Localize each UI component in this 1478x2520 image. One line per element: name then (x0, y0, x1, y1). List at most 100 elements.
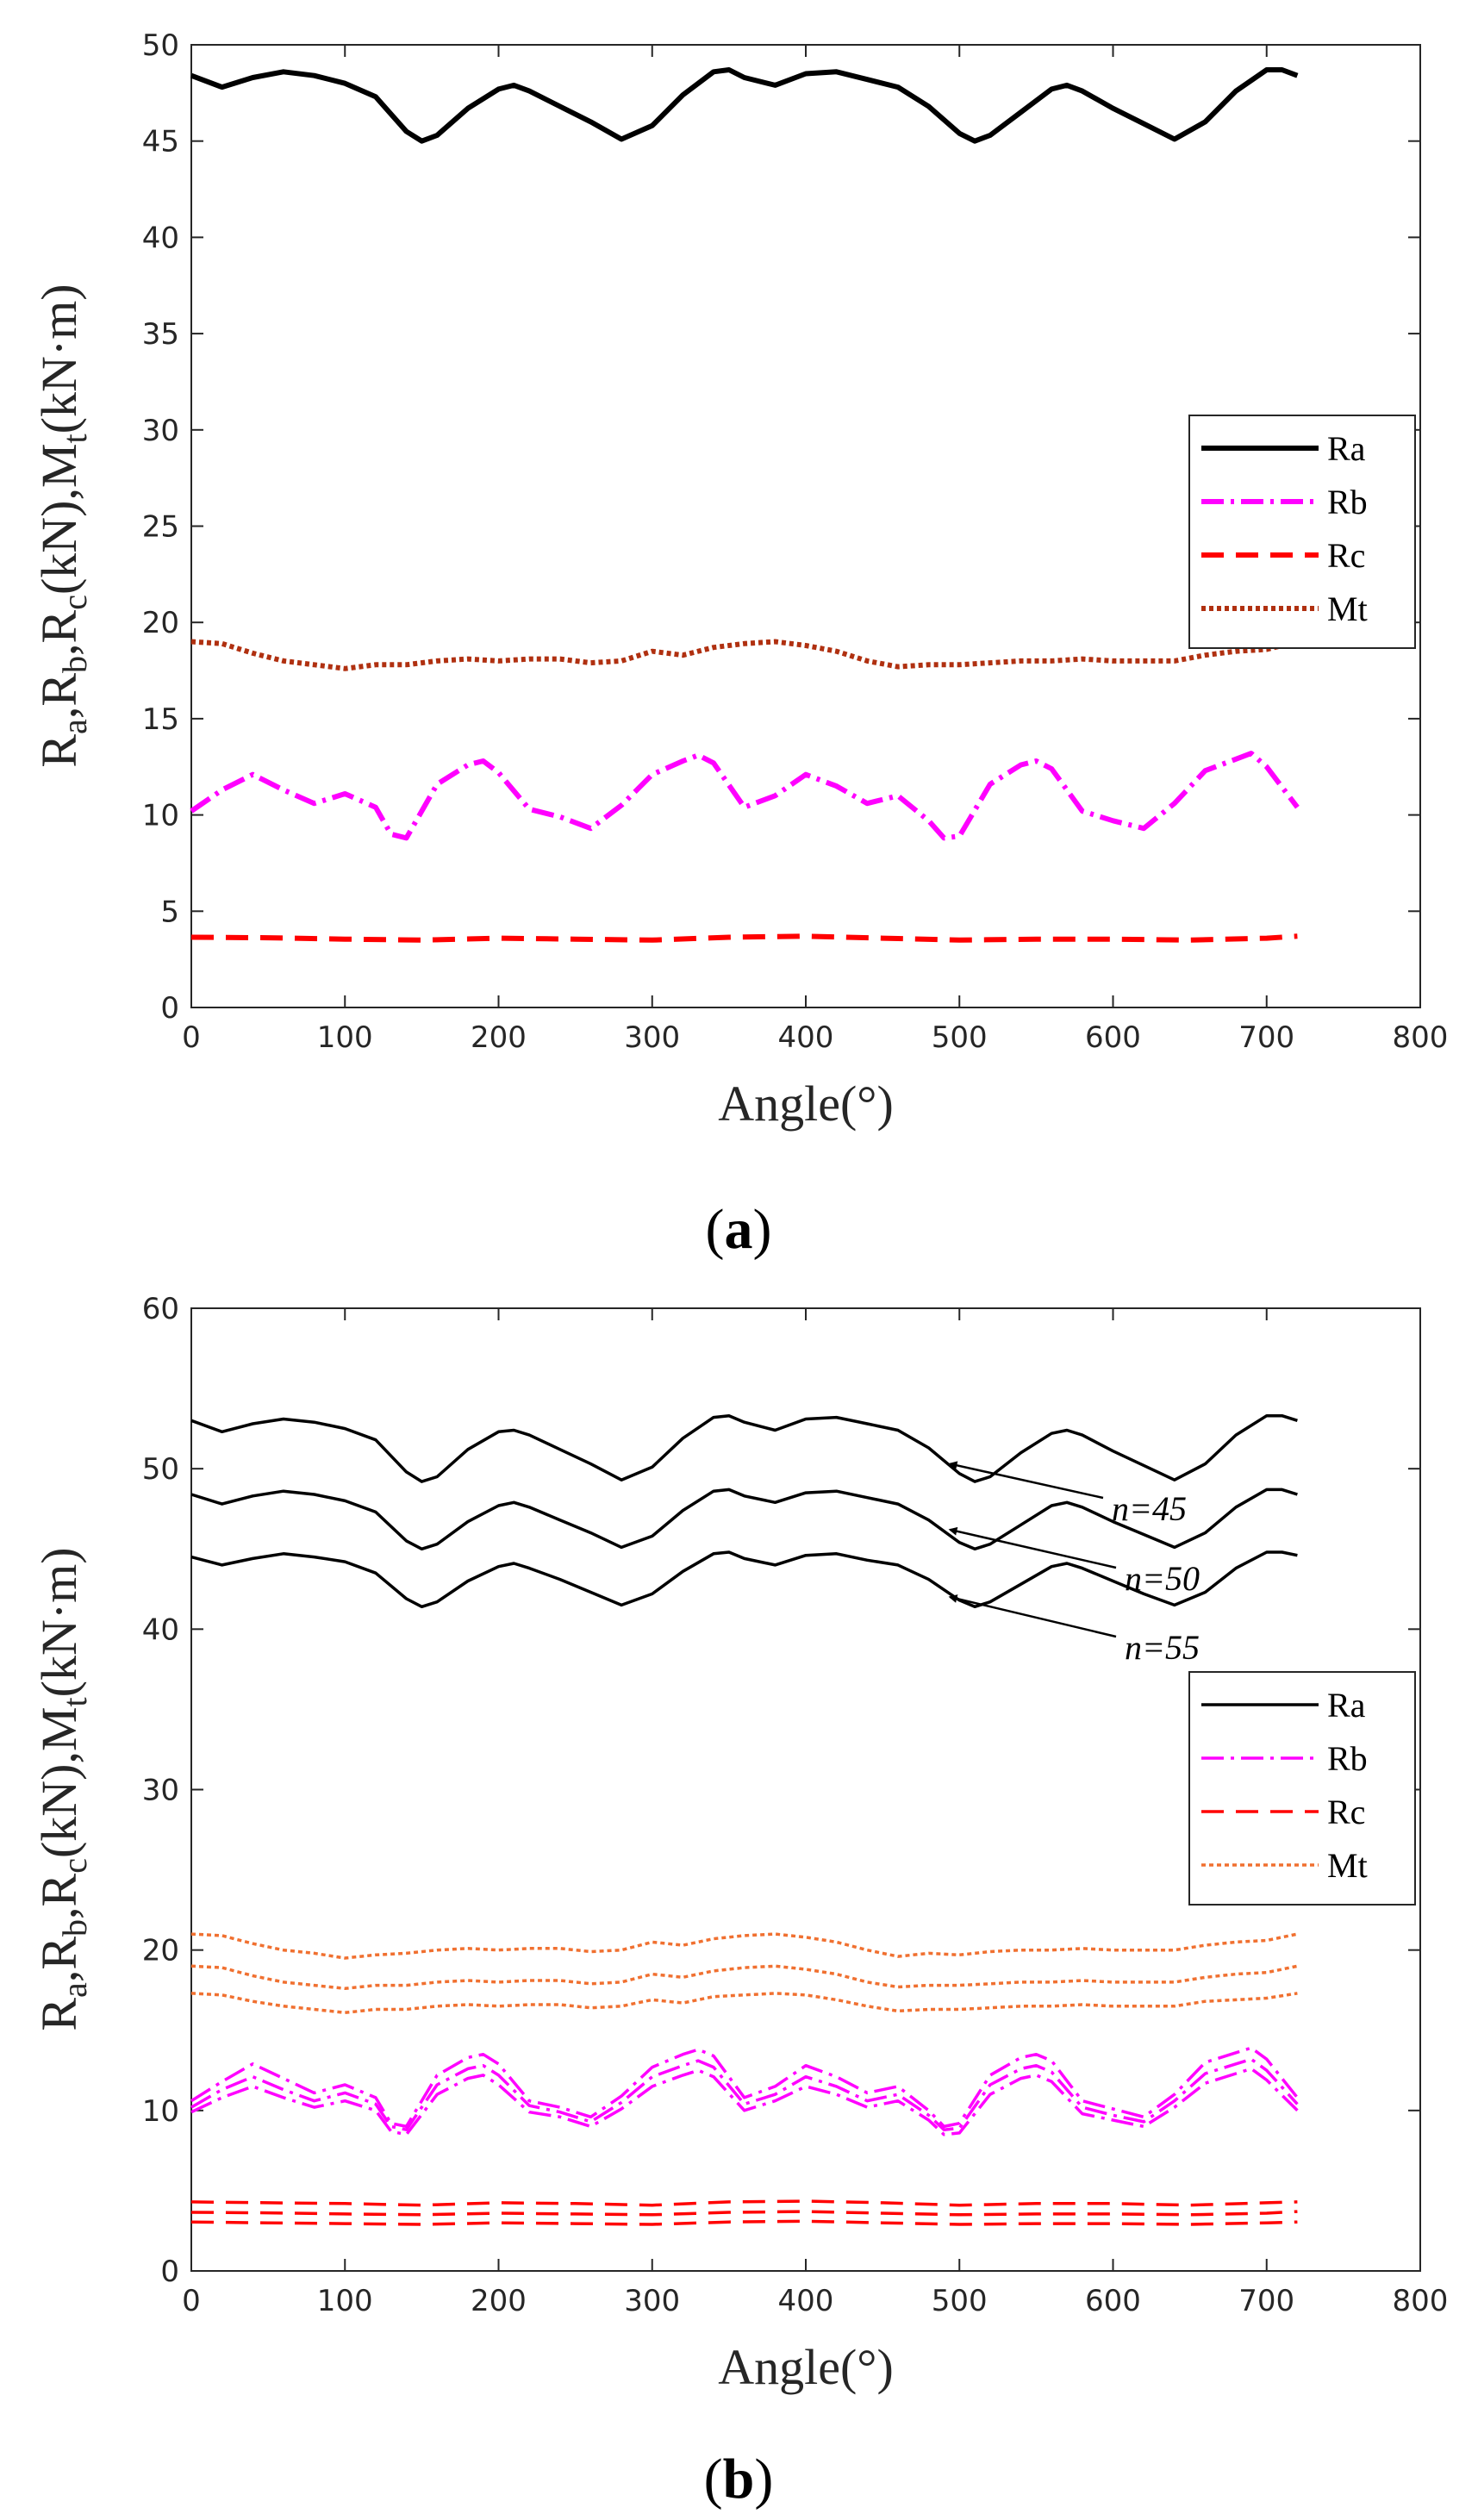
panel-b-caption: (b) (704, 2448, 774, 2511)
series-line-mt (190, 639, 1299, 671)
legend-label-rb: Rb (1327, 483, 1368, 521)
series-line-rb-n45 (190, 2046, 1299, 2129)
x-tick-label: 800 (1393, 2284, 1449, 2318)
x-tick-label: 300 (624, 2284, 680, 2318)
series-line-rc-n50 (190, 2210, 1298, 2217)
y-label-sep: (kN·m) (31, 284, 87, 434)
x-tick-label: 300 (624, 1020, 680, 1055)
y-label-sep: , (31, 707, 87, 720)
panel-a-caption-letter: a (725, 1198, 753, 1261)
panel-a-ylabel: Ra,Rb,Rc(kN),Mt(kN·m) (31, 284, 94, 767)
series-line-rc-n45 (190, 2199, 1298, 2207)
panel-a-caption: (a) (706, 1198, 772, 1261)
y-label-sep: (kN), (31, 1751, 87, 1858)
y-tick-label: 60 (142, 1292, 179, 1326)
x-tick-label: 600 (1085, 2284, 1141, 2318)
legend-label-rb: Rb (1327, 1739, 1368, 1778)
x-tick-label: 400 (778, 1020, 834, 1055)
x-tick-label: 500 (932, 2284, 988, 2318)
panel-a-chart: 0 5 10 15 20 25 30 35 40 45 50 0 100 200 300 400 500 600… (31, 28, 1448, 1261)
series-line-ra (190, 67, 1299, 144)
legend-box (1188, 1671, 1416, 1906)
series-line-rb (190, 751, 1300, 841)
panel-b-annotations: n=45 n=50 n=55 (948, 1461, 1200, 1667)
y-label-sep: , (31, 1970, 87, 1983)
y-axis-label: Ra,Rb,Rc(kN),Mt(kN·m) (31, 284, 94, 767)
y-label-sub: t (55, 1697, 94, 1706)
y-tick-label: 45 (142, 125, 179, 159)
series-line-rb-n55 (190, 2067, 1299, 2136)
legend-label-mt: Mt (1327, 589, 1368, 628)
legend-label-mt: Mt (1327, 1846, 1368, 1885)
annotation-label: n=50 (1125, 1559, 1200, 1598)
y-label-part: R (31, 734, 87, 768)
y-label-part: R (31, 1998, 87, 2031)
y-axis-label: Ra,Rb,Rc(kN),Mt(kN·m) (31, 1547, 94, 2030)
y-tick-label: 35 (142, 317, 179, 352)
y-tick-label: 0 (160, 991, 179, 1026)
x-tick-label: 400 (778, 2284, 834, 2318)
x-tick-label: 700 (1238, 2284, 1294, 2318)
annotation-arrow (948, 1594, 1117, 1638)
x-tick-label: 200 (471, 1020, 527, 1055)
y-tick-label: 20 (142, 606, 179, 640)
annotation-arrow (948, 1461, 1104, 1500)
x-tick-label: 600 (1085, 1020, 1141, 1055)
y-label-sub: c (55, 595, 94, 610)
legend-label-ra: Ra (1327, 429, 1366, 468)
y-tick-label: 20 (142, 1934, 179, 1968)
panel-b-caption-letter: b (723, 2448, 755, 2511)
series-line-mt-n45 (190, 1932, 1298, 1960)
y-tick-label: 40 (142, 221, 179, 255)
y-tick-label: 15 (142, 702, 179, 737)
series-line-ra-n55 (190, 1550, 1298, 1609)
y-tick-label: 10 (142, 799, 179, 833)
y-label-part: M (31, 1706, 87, 1751)
y-label-sep: , (31, 643, 87, 656)
annotation-label: n=45 (1112, 1489, 1187, 1528)
y-label-part: R (31, 609, 87, 643)
annotation-label: n=55 (1125, 1628, 1200, 1667)
y-tick-label: 0 (160, 2255, 179, 2289)
panel-a-series (190, 67, 1300, 943)
panel-b-legend: Ra Rb Rc Mt (1188, 1671, 1416, 1906)
x-tick-label: 700 (1238, 1020, 1294, 1055)
legend-label-rc: Rc (1327, 1793, 1365, 1831)
x-tick-label: 100 (317, 2284, 373, 2318)
y-tick-label: 30 (142, 1774, 179, 1808)
y-label-sep: (kN·m) (31, 1547, 87, 1697)
x-tick-label: 500 (932, 1020, 988, 1055)
annotation-arrow (948, 1526, 1117, 1569)
y-label-sub: t (55, 434, 94, 443)
y-label-sub: a (55, 719, 94, 734)
x-tick-label: 800 (1393, 1020, 1449, 1055)
series-line-rc-n55 (190, 2219, 1298, 2226)
y-tick-label: 50 (142, 28, 179, 63)
panel-a-xlabel: Angle(°) (718, 1076, 894, 1132)
y-tick-label: 10 (142, 2094, 179, 2129)
panel-b-yticks: 0 10 20 30 40 50 60 (142, 1292, 1420, 2289)
y-label-sub: c (55, 1858, 94, 1874)
panel-a-yticks: 0 5 10 15 20 25 30 35 40 45 50 (142, 28, 1420, 1026)
y-label-part: M (31, 443, 87, 488)
panel-a-legend: Ra Rb Rc Mt (1188, 415, 1416, 649)
y-tick-label: 50 (142, 1452, 179, 1487)
y-tick-label: 5 (160, 895, 179, 929)
series-line-mt-n55 (190, 1992, 1298, 2015)
y-label-sep: (kN), (31, 488, 87, 595)
series-line-ra-n50 (190, 1488, 1298, 1551)
y-label-sub: b (55, 1919, 94, 1937)
x-tick-label: 100 (317, 1020, 373, 1055)
panel-b-ylabel: Ra,Rb,Rc(kN),Mt(kN·m) (31, 1547, 94, 2030)
panel-b-xlabel: Angle(°) (718, 2339, 894, 2395)
series-line-mt-n50 (190, 1964, 1298, 1991)
y-label-sub: a (55, 1982, 94, 1998)
panel-a-xticks: 0 100 200 300 400 500 600 700 800 (182, 45, 1448, 1055)
y-label-part: R (31, 1937, 87, 1970)
y-label-sub: b (55, 656, 94, 673)
y-tick-label: 30 (142, 414, 179, 448)
x-tick-label: 0 (182, 1020, 201, 1055)
y-label-sep: , (31, 1906, 87, 1919)
